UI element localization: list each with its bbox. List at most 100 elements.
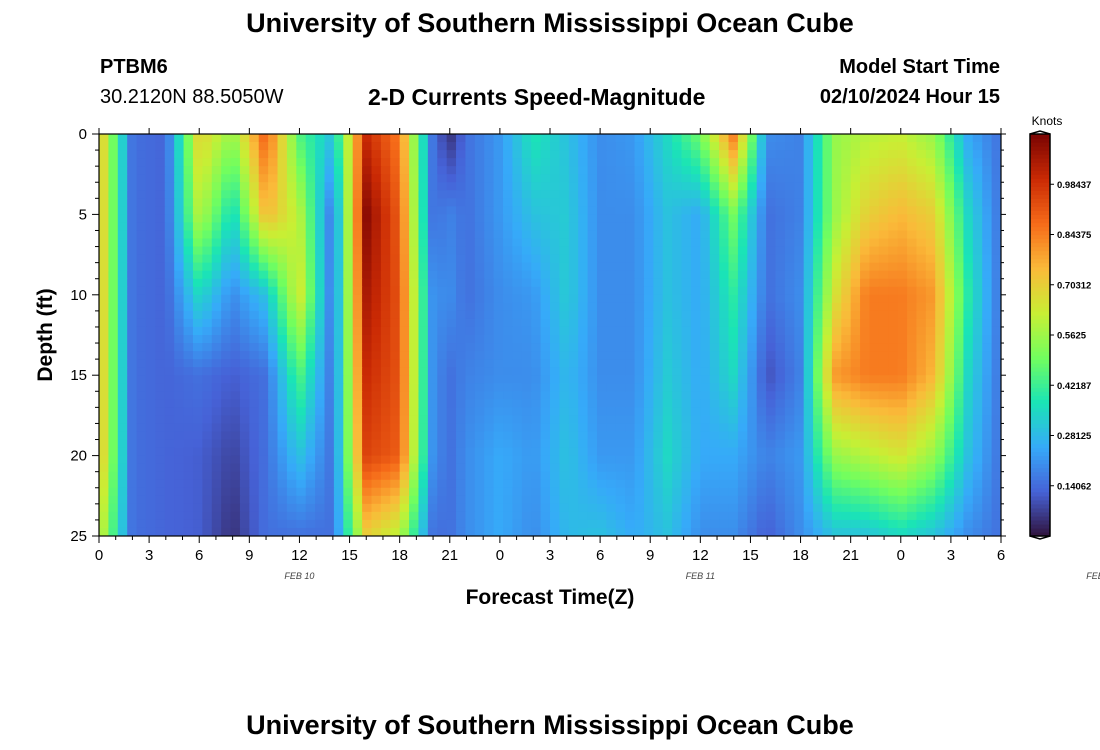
heatmap-cell xyxy=(803,150,814,159)
heatmap-cell xyxy=(230,431,241,441)
heatmap-cell xyxy=(183,503,194,513)
heatmap-cell xyxy=(794,134,805,143)
heatmap-cell xyxy=(145,391,156,400)
heatmap-cell xyxy=(493,222,504,232)
heatmap-cell xyxy=(343,174,354,183)
heatmap-cell xyxy=(418,310,429,320)
heatmap-cell xyxy=(277,230,288,240)
heatmap-cell xyxy=(286,471,297,481)
heatmap-cell xyxy=(822,423,833,433)
heatmap-cell xyxy=(521,471,532,481)
heatmap-cell xyxy=(202,254,213,264)
heatmap-cell xyxy=(474,519,485,529)
heatmap-cell xyxy=(362,326,373,336)
heatmap-cell xyxy=(634,318,645,328)
heatmap-cell xyxy=(982,487,993,497)
heatmap-cell xyxy=(737,367,748,376)
heatmap-cell xyxy=(221,302,232,312)
heatmap-cell xyxy=(117,471,128,481)
heatmap-cell xyxy=(484,399,495,408)
heatmap-cell xyxy=(493,343,504,352)
heatmap-cell xyxy=(841,270,852,280)
heatmap-cell xyxy=(681,511,692,521)
heatmap-cell xyxy=(728,479,739,489)
heatmap-cell xyxy=(596,367,607,376)
heatmap-cell xyxy=(333,150,344,159)
heatmap-cell xyxy=(371,527,382,536)
heatmap-cell xyxy=(972,407,983,416)
heatmap-cell xyxy=(615,527,626,536)
heatmap-cell xyxy=(108,415,119,425)
heatmap-cell xyxy=(653,326,664,336)
heatmap-cell xyxy=(136,134,147,143)
heatmap-cell xyxy=(362,190,373,199)
heatmap-cell xyxy=(164,238,175,248)
heatmap-cell xyxy=(333,214,344,224)
heatmap-cell xyxy=(362,423,373,433)
heatmap-cell xyxy=(625,198,636,207)
heatmap-cell xyxy=(521,391,532,400)
heatmap-cell xyxy=(559,455,570,465)
heatmap-cell xyxy=(803,455,814,465)
heatmap-cell xyxy=(878,198,889,207)
heatmap-cell xyxy=(925,310,936,320)
heatmap-cell xyxy=(540,375,551,384)
heatmap-cell xyxy=(474,527,485,536)
heatmap-cell xyxy=(888,399,899,408)
heatmap-cell xyxy=(766,166,777,175)
heatmap-cell xyxy=(192,182,203,191)
heatmap-cell xyxy=(681,302,692,312)
heatmap-cell xyxy=(484,351,495,360)
heatmap-cell xyxy=(540,174,551,183)
heatmap-cell xyxy=(672,479,683,489)
heatmap-cell xyxy=(399,278,410,288)
heatmap-cell xyxy=(512,166,523,175)
heatmap-cell xyxy=(99,495,109,505)
heatmap-cell xyxy=(907,198,918,207)
heatmap-cell xyxy=(296,222,307,232)
heatmap-cell xyxy=(484,214,495,224)
heatmap-cell xyxy=(315,222,326,232)
heatmap-cell xyxy=(108,335,119,344)
heatmap-cell xyxy=(841,423,852,433)
heatmap-cell xyxy=(625,439,636,449)
heatmap-cell xyxy=(831,174,842,183)
heatmap-cell xyxy=(747,166,758,175)
heatmap-cell xyxy=(822,495,833,505)
heatmap-cell xyxy=(831,318,842,328)
heatmap-cell xyxy=(700,134,711,143)
heatmap-cell xyxy=(456,383,467,392)
heatmap-cell xyxy=(991,463,1001,473)
heatmap-cell xyxy=(737,463,748,473)
heatmap-cell xyxy=(568,383,579,392)
y-axis-label: Depth (ft) xyxy=(34,288,57,381)
colorbar-segment xyxy=(1030,411,1050,416)
heatmap-cell xyxy=(164,351,175,360)
heatmap-cell xyxy=(409,447,420,457)
heatmap-cell xyxy=(108,367,119,376)
heatmap-cell xyxy=(315,335,326,344)
heatmap-cell xyxy=(108,150,119,159)
heatmap-cell xyxy=(954,166,965,175)
heatmap-cell xyxy=(155,294,166,304)
heatmap-cell xyxy=(446,487,457,497)
heatmap-cell xyxy=(728,294,739,304)
heatmap-cell xyxy=(399,326,410,336)
heatmap-cell xyxy=(427,214,438,224)
heatmap-cell xyxy=(841,238,852,248)
heatmap-cell xyxy=(869,471,880,481)
heatmap-cell xyxy=(831,222,842,232)
heatmap-cell xyxy=(99,238,109,248)
heatmap-cell xyxy=(230,359,241,368)
heatmap-cell xyxy=(634,190,645,199)
heatmap-cell xyxy=(324,343,335,352)
heatmap-cell xyxy=(944,335,955,344)
heatmap-cell xyxy=(700,262,711,272)
heatmap-cell xyxy=(427,335,438,344)
heatmap-cell xyxy=(117,294,128,304)
heatmap-cell xyxy=(653,246,664,256)
heatmap-cell xyxy=(211,270,222,280)
heatmap-cell xyxy=(559,447,570,457)
heatmap-cell xyxy=(531,254,542,264)
heatmap-cell xyxy=(813,487,824,497)
